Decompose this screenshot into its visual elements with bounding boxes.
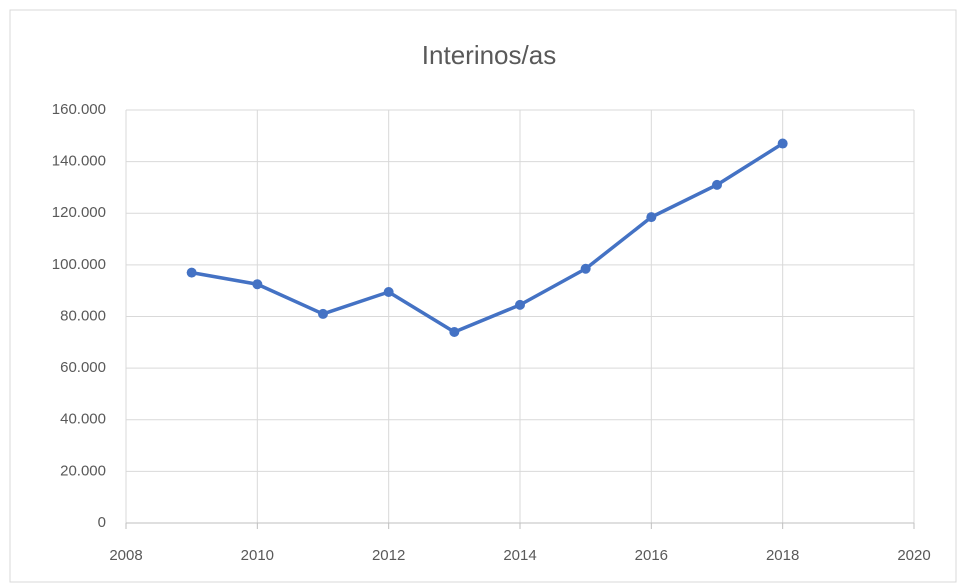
y-tick-label: 100.000	[52, 256, 106, 273]
y-tick-label: 140.000	[52, 153, 106, 170]
point	[252, 279, 263, 290]
point	[383, 286, 394, 297]
point	[712, 179, 722, 190]
x-tick-label: 2018	[766, 547, 799, 564]
point	[449, 326, 460, 337]
point	[777, 138, 788, 149]
y-tick-label: 20.000	[60, 462, 106, 479]
x-tick-label: 2008	[109, 547, 142, 564]
series-line	[191, 142, 784, 334]
y-tick-label: 120.000	[52, 204, 106, 221]
x-tick-label: 2012	[372, 547, 405, 564]
point	[186, 267, 197, 278]
point	[318, 308, 328, 319]
y-tick-label: 160.000	[52, 101, 106, 118]
x-tick-label: 2010	[241, 547, 274, 564]
point	[580, 263, 591, 274]
y-tick-label: 0	[98, 514, 106, 531]
x-tick-label: 2020	[897, 547, 930, 564]
y-tick-label: 40.000	[60, 411, 106, 428]
x-tick-label: 2016	[635, 547, 668, 564]
chart-border	[9, 9, 957, 583]
point	[515, 299, 525, 310]
chart-title: Interinos/as	[422, 40, 556, 70]
y-tick-label: 60.000	[60, 359, 106, 376]
point	[646, 212, 657, 223]
y-tick-label: 80.000	[60, 307, 106, 324]
x-tick-label: 2014	[503, 547, 536, 564]
